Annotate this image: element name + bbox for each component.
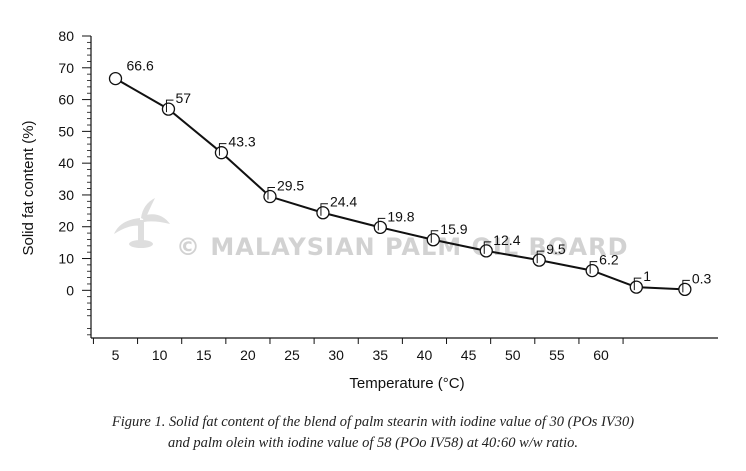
data-point (161, 102, 176, 116)
y-tick-label: 80 (58, 28, 74, 44)
data-label: 12.4 (493, 232, 520, 248)
data-point-group: 0.3 (678, 270, 712, 297)
data-point (532, 253, 546, 267)
data-point (678, 282, 692, 297)
y-axis-title: Solid fat content (%) (20, 120, 37, 255)
label-leader (536, 250, 545, 264)
solid-fat-chart: © MALAYSIAN PALM OIL BOARD 0 10 20 30 40 50 60… (20, 28, 718, 392)
data-label: 19.8 (387, 208, 414, 224)
data-label: 0.3 (692, 270, 712, 286)
label-leader (430, 230, 439, 243)
y-tick-label: 10 (58, 251, 74, 267)
caption-line-1: Figure 1. Solid fat content of the blend… (111, 414, 635, 430)
y-tick-label: 70 (58, 60, 74, 76)
watermark: © MALAYSIAN PALM OIL BOARD (114, 198, 629, 261)
label-leader (589, 261, 598, 274)
x-axis-title: Temperature (°C) (349, 375, 464, 392)
data-label: 1 (643, 268, 651, 284)
data-label: 15.9 (440, 221, 467, 237)
data-point-group: 57 (161, 90, 191, 116)
data-point-group: 29.5 (263, 178, 304, 204)
data-label: 29.5 (277, 178, 304, 194)
data-label: 66.6 (127, 58, 154, 74)
x-tick-label: 5 (112, 347, 120, 363)
label-leader (165, 99, 174, 113)
caption-line-2: and palm olein with iodine value of 58 (… (168, 435, 578, 451)
data-point (426, 233, 440, 247)
data-point (585, 263, 599, 278)
data-point (479, 244, 493, 258)
data-label: 9.5 (546, 241, 566, 257)
data-point (373, 220, 387, 235)
x-tick-label: 25 (284, 347, 300, 363)
y-tick-label: 20 (58, 219, 74, 235)
label-leader (218, 143, 227, 156)
x-tick-label: 50 (505, 347, 521, 363)
data-point (263, 189, 277, 204)
data-label: 6.2 (599, 252, 619, 268)
series: 66.6 57 43.3 29.5 24.4 19.8 15.9 12.4 9.5 6.2 1 0.3 (108, 58, 712, 297)
series-line (115, 77, 685, 291)
data-point-group: 24.4 (316, 194, 357, 220)
data-point (108, 71, 123, 86)
y-tick-label: 50 (58, 123, 74, 139)
ticks: 0 10 20 30 40 50 60 70 80 5 10 15 20 25 30 35 40 45 50 55 60 (58, 28, 624, 363)
label-leader (377, 217, 386, 231)
x-tick-label: 40 (417, 347, 433, 363)
x-tick-label: 10 (152, 347, 168, 363)
data-point-group: 1 (629, 268, 651, 294)
watermark-text: © MALAYSIAN PALM OIL BOARD (176, 233, 629, 261)
x-tick-label: 30 (328, 347, 344, 363)
label-leader (320, 203, 328, 216)
axes (90, 36, 718, 339)
data-point-group: 15.9 (426, 221, 468, 247)
data-point-group: 19.8 (373, 208, 415, 235)
data-label: 57 (175, 90, 191, 106)
data-point-group: 6.2 (585, 252, 619, 278)
x-tick-label: 35 (373, 347, 389, 363)
y-tick-label: 60 (58, 92, 74, 108)
x-tick-label: 55 (549, 347, 565, 363)
data-label: 24.4 (330, 194, 357, 210)
y-tick-label: 40 (58, 155, 74, 171)
label-leader (682, 279, 690, 293)
data-label: 43.3 (228, 134, 255, 150)
data-point (214, 146, 229, 160)
data-point-group: 43.3 (214, 134, 256, 160)
y-tick-label: 0 (66, 282, 74, 298)
data-point (629, 280, 643, 294)
data-point (316, 206, 330, 220)
data-point-group: 12.4 (479, 232, 521, 258)
x-tick-label: 60 (593, 347, 609, 363)
palm-tree-logo-icon (114, 198, 170, 248)
x-tick-label: 15 (196, 347, 212, 363)
x-tick-label: 20 (240, 347, 256, 363)
label-leader (633, 277, 642, 291)
x-tick-label: 45 (461, 347, 477, 363)
data-point-group: 66.6 (108, 58, 154, 86)
label-leader (483, 241, 492, 254)
data-point-group: 9.5 (532, 241, 566, 267)
y-tick-label: 30 (58, 187, 74, 203)
label-leader (267, 187, 275, 200)
figure-caption: Figure 1. Solid fat content of the blend… (0, 412, 746, 454)
